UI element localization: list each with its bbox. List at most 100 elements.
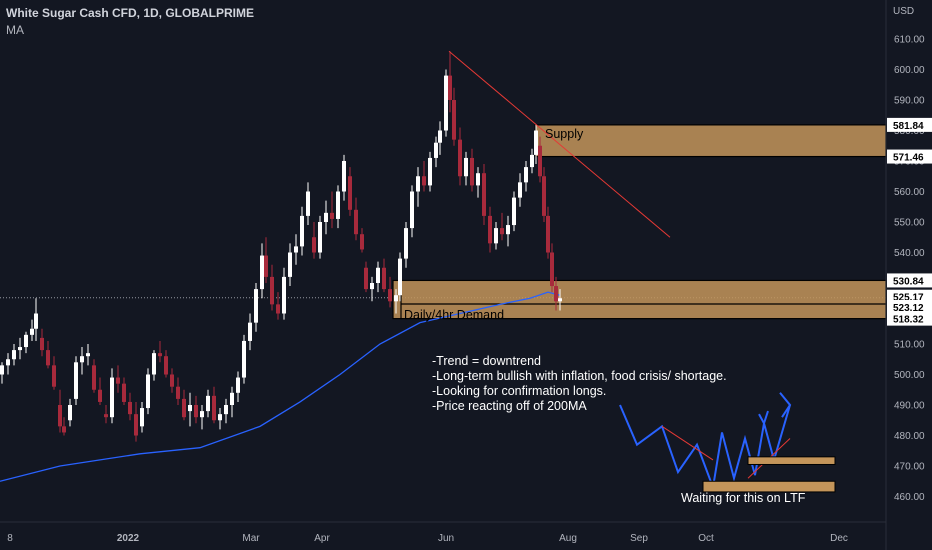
candle-body[interactable]	[538, 145, 542, 177]
candle-body[interactable]	[34, 313, 38, 329]
candle-body[interactable]	[12, 350, 16, 360]
candle-body[interactable]	[104, 414, 108, 418]
candle-body[interactable]	[40, 337, 44, 351]
candle-body[interactable]	[254, 289, 258, 323]
candle-body[interactable]	[506, 225, 510, 235]
ma-line[interactable]	[0, 291, 561, 482]
candle-body[interactable]	[452, 100, 456, 140]
candle-body[interactable]	[122, 383, 126, 402]
candle-body[interactable]	[494, 228, 498, 244]
candle-body[interactable]	[558, 298, 562, 302]
candle-body[interactable]	[324, 212, 328, 222]
candle-body[interactable]	[550, 252, 554, 287]
candle-body[interactable]	[68, 405, 72, 421]
candle-body[interactable]	[260, 255, 264, 290]
downtrend-line[interactable]	[448, 50, 671, 238]
candle-body[interactable]	[218, 414, 222, 421]
demand-zone[interactable]	[392, 279, 887, 320]
candle-body[interactable]	[294, 246, 298, 253]
candle-body[interactable]	[458, 139, 462, 177]
candle-body[interactable]	[212, 395, 216, 421]
candle-body[interactable]	[300, 215, 304, 247]
candle-body[interactable]	[264, 255, 268, 277]
candle-body[interactable]	[230, 392, 234, 405]
candle-body[interactable]	[330, 212, 334, 219]
candle-body[interactable]	[500, 228, 504, 235]
candle-body[interactable]	[24, 334, 28, 348]
candle-body[interactable]	[388, 289, 392, 302]
candle-body[interactable]	[74, 362, 78, 399]
candle-body[interactable]	[200, 411, 204, 418]
candle-body[interactable]	[554, 286, 558, 302]
candle-body[interactable]	[276, 304, 280, 314]
candle-body[interactable]	[0, 365, 4, 375]
candle-body[interactable]	[236, 377, 240, 393]
candle-body[interactable]	[152, 353, 156, 375]
candle-body[interactable]	[376, 267, 380, 283]
candle-body[interactable]	[176, 386, 180, 399]
candle-body[interactable]	[354, 209, 358, 235]
candle-body[interactable]	[318, 222, 322, 253]
candle-body[interactable]	[524, 167, 528, 183]
candle-body[interactable]	[110, 377, 114, 418]
candle-body[interactable]	[398, 258, 402, 296]
candle-body[interactable]	[348, 176, 352, 210]
candle-body[interactable]	[364, 267, 368, 290]
candle-body[interactable]	[518, 182, 522, 198]
candle-body[interactable]	[116, 377, 120, 384]
candle-body[interactable]	[182, 398, 186, 418]
candle-body[interactable]	[422, 176, 426, 186]
candle-body[interactable]	[62, 426, 66, 433]
indicator-label[interactable]: MA	[6, 23, 24, 37]
candle-body[interactable]	[6, 359, 10, 366]
candle-body[interactable]	[288, 252, 292, 277]
candle-body[interactable]	[410, 191, 414, 229]
ltf-zone-lower[interactable]	[702, 480, 836, 493]
candle-body[interactable]	[336, 191, 340, 219]
candle-body[interactable]	[360, 234, 364, 250]
candle-body[interactable]	[86, 353, 90, 357]
candle-body[interactable]	[488, 215, 492, 244]
candle-body[interactable]	[438, 130, 442, 143]
candle-body[interactable]	[92, 365, 96, 390]
candle-body[interactable]	[146, 374, 150, 409]
candle-body[interactable]	[18, 347, 22, 351]
candle-body[interactable]	[546, 215, 550, 253]
candle-body[interactable]	[170, 374, 174, 387]
candle-body[interactable]	[52, 365, 56, 387]
candle-body[interactable]	[140, 408, 144, 427]
ltf-zone-upper[interactable]	[747, 456, 836, 465]
candle-body[interactable]	[282, 276, 286, 314]
candle-body[interactable]	[248, 322, 252, 341]
candle-body[interactable]	[30, 328, 34, 335]
candle-body[interactable]	[312, 237, 316, 253]
candle-body[interactable]	[188, 405, 192, 412]
candle-body[interactable]	[476, 173, 480, 186]
candle-body[interactable]	[98, 389, 102, 402]
candle-body[interactable]	[444, 75, 448, 131]
candle-body[interactable]	[224, 405, 228, 415]
candle-body[interactable]	[394, 295, 398, 302]
candle-body[interactable]	[530, 154, 534, 168]
candle-body[interactable]	[470, 157, 474, 186]
candle-body[interactable]	[434, 142, 438, 158]
candle-body[interactable]	[206, 395, 210, 412]
candle-body[interactable]	[482, 173, 486, 216]
candle-body[interactable]	[342, 161, 346, 192]
candle-body[interactable]	[80, 356, 84, 363]
candle-body[interactable]	[194, 405, 198, 418]
supply-zone[interactable]	[534, 124, 887, 158]
candle-body[interactable]	[370, 283, 374, 290]
candle-body[interactable]	[448, 75, 452, 100]
candle-body[interactable]	[382, 267, 386, 290]
candle-body[interactable]	[58, 405, 62, 427]
candle-body[interactable]	[128, 401, 132, 415]
candle-body[interactable]	[416, 176, 420, 192]
candle-body[interactable]	[428, 157, 432, 186]
candle-body[interactable]	[464, 157, 468, 177]
candle-body[interactable]	[242, 340, 246, 378]
candle-body[interactable]	[134, 414, 138, 436]
candle-body[interactable]	[542, 176, 546, 216]
candle-body[interactable]	[404, 228, 408, 259]
